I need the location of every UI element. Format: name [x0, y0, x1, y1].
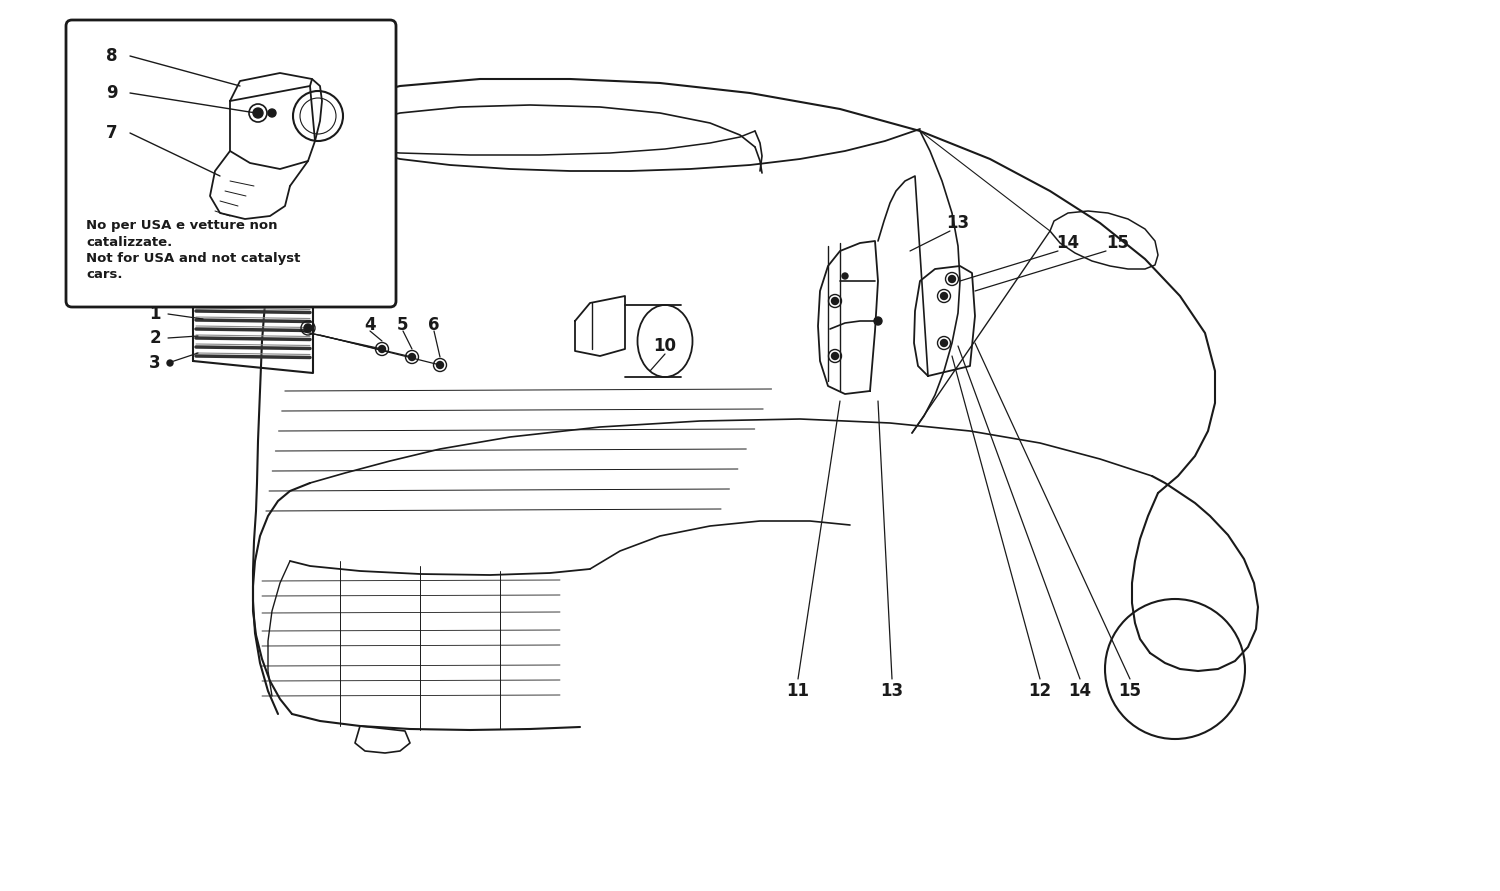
Circle shape: [842, 273, 848, 279]
Circle shape: [268, 109, 276, 117]
Circle shape: [378, 346, 386, 353]
Text: 4: 4: [364, 316, 376, 334]
Circle shape: [948, 275, 956, 282]
Text: 15: 15: [1119, 682, 1142, 700]
Text: 13: 13: [880, 682, 903, 700]
Circle shape: [940, 292, 948, 299]
Text: 8: 8: [106, 47, 117, 65]
Text: 13: 13: [946, 214, 969, 232]
Circle shape: [166, 360, 172, 366]
Circle shape: [940, 339, 948, 347]
Circle shape: [831, 298, 839, 305]
Text: 14: 14: [1056, 234, 1080, 252]
Text: 5: 5: [398, 316, 408, 334]
Circle shape: [874, 317, 882, 325]
Text: 7: 7: [106, 124, 118, 142]
Circle shape: [408, 354, 416, 361]
Text: 12: 12: [1029, 682, 1051, 700]
Text: 2: 2: [148, 329, 160, 347]
Text: 1: 1: [148, 305, 160, 323]
Text: No per USA e vetture non
catalizzate.
Not for USA and not catalyst
cars.: No per USA e vetture non catalizzate. No…: [86, 219, 300, 282]
Text: 3: 3: [148, 354, 160, 372]
Circle shape: [436, 362, 444, 369]
Circle shape: [831, 353, 839, 359]
Circle shape: [254, 108, 262, 118]
Circle shape: [304, 324, 312, 332]
Text: 9: 9: [106, 84, 118, 102]
Text: 14: 14: [1068, 682, 1092, 700]
Text: 11: 11: [786, 682, 810, 700]
Text: 6: 6: [429, 316, 439, 334]
FancyBboxPatch shape: [66, 20, 396, 307]
Text: 10: 10: [654, 337, 676, 355]
Text: 15: 15: [1107, 234, 1130, 252]
